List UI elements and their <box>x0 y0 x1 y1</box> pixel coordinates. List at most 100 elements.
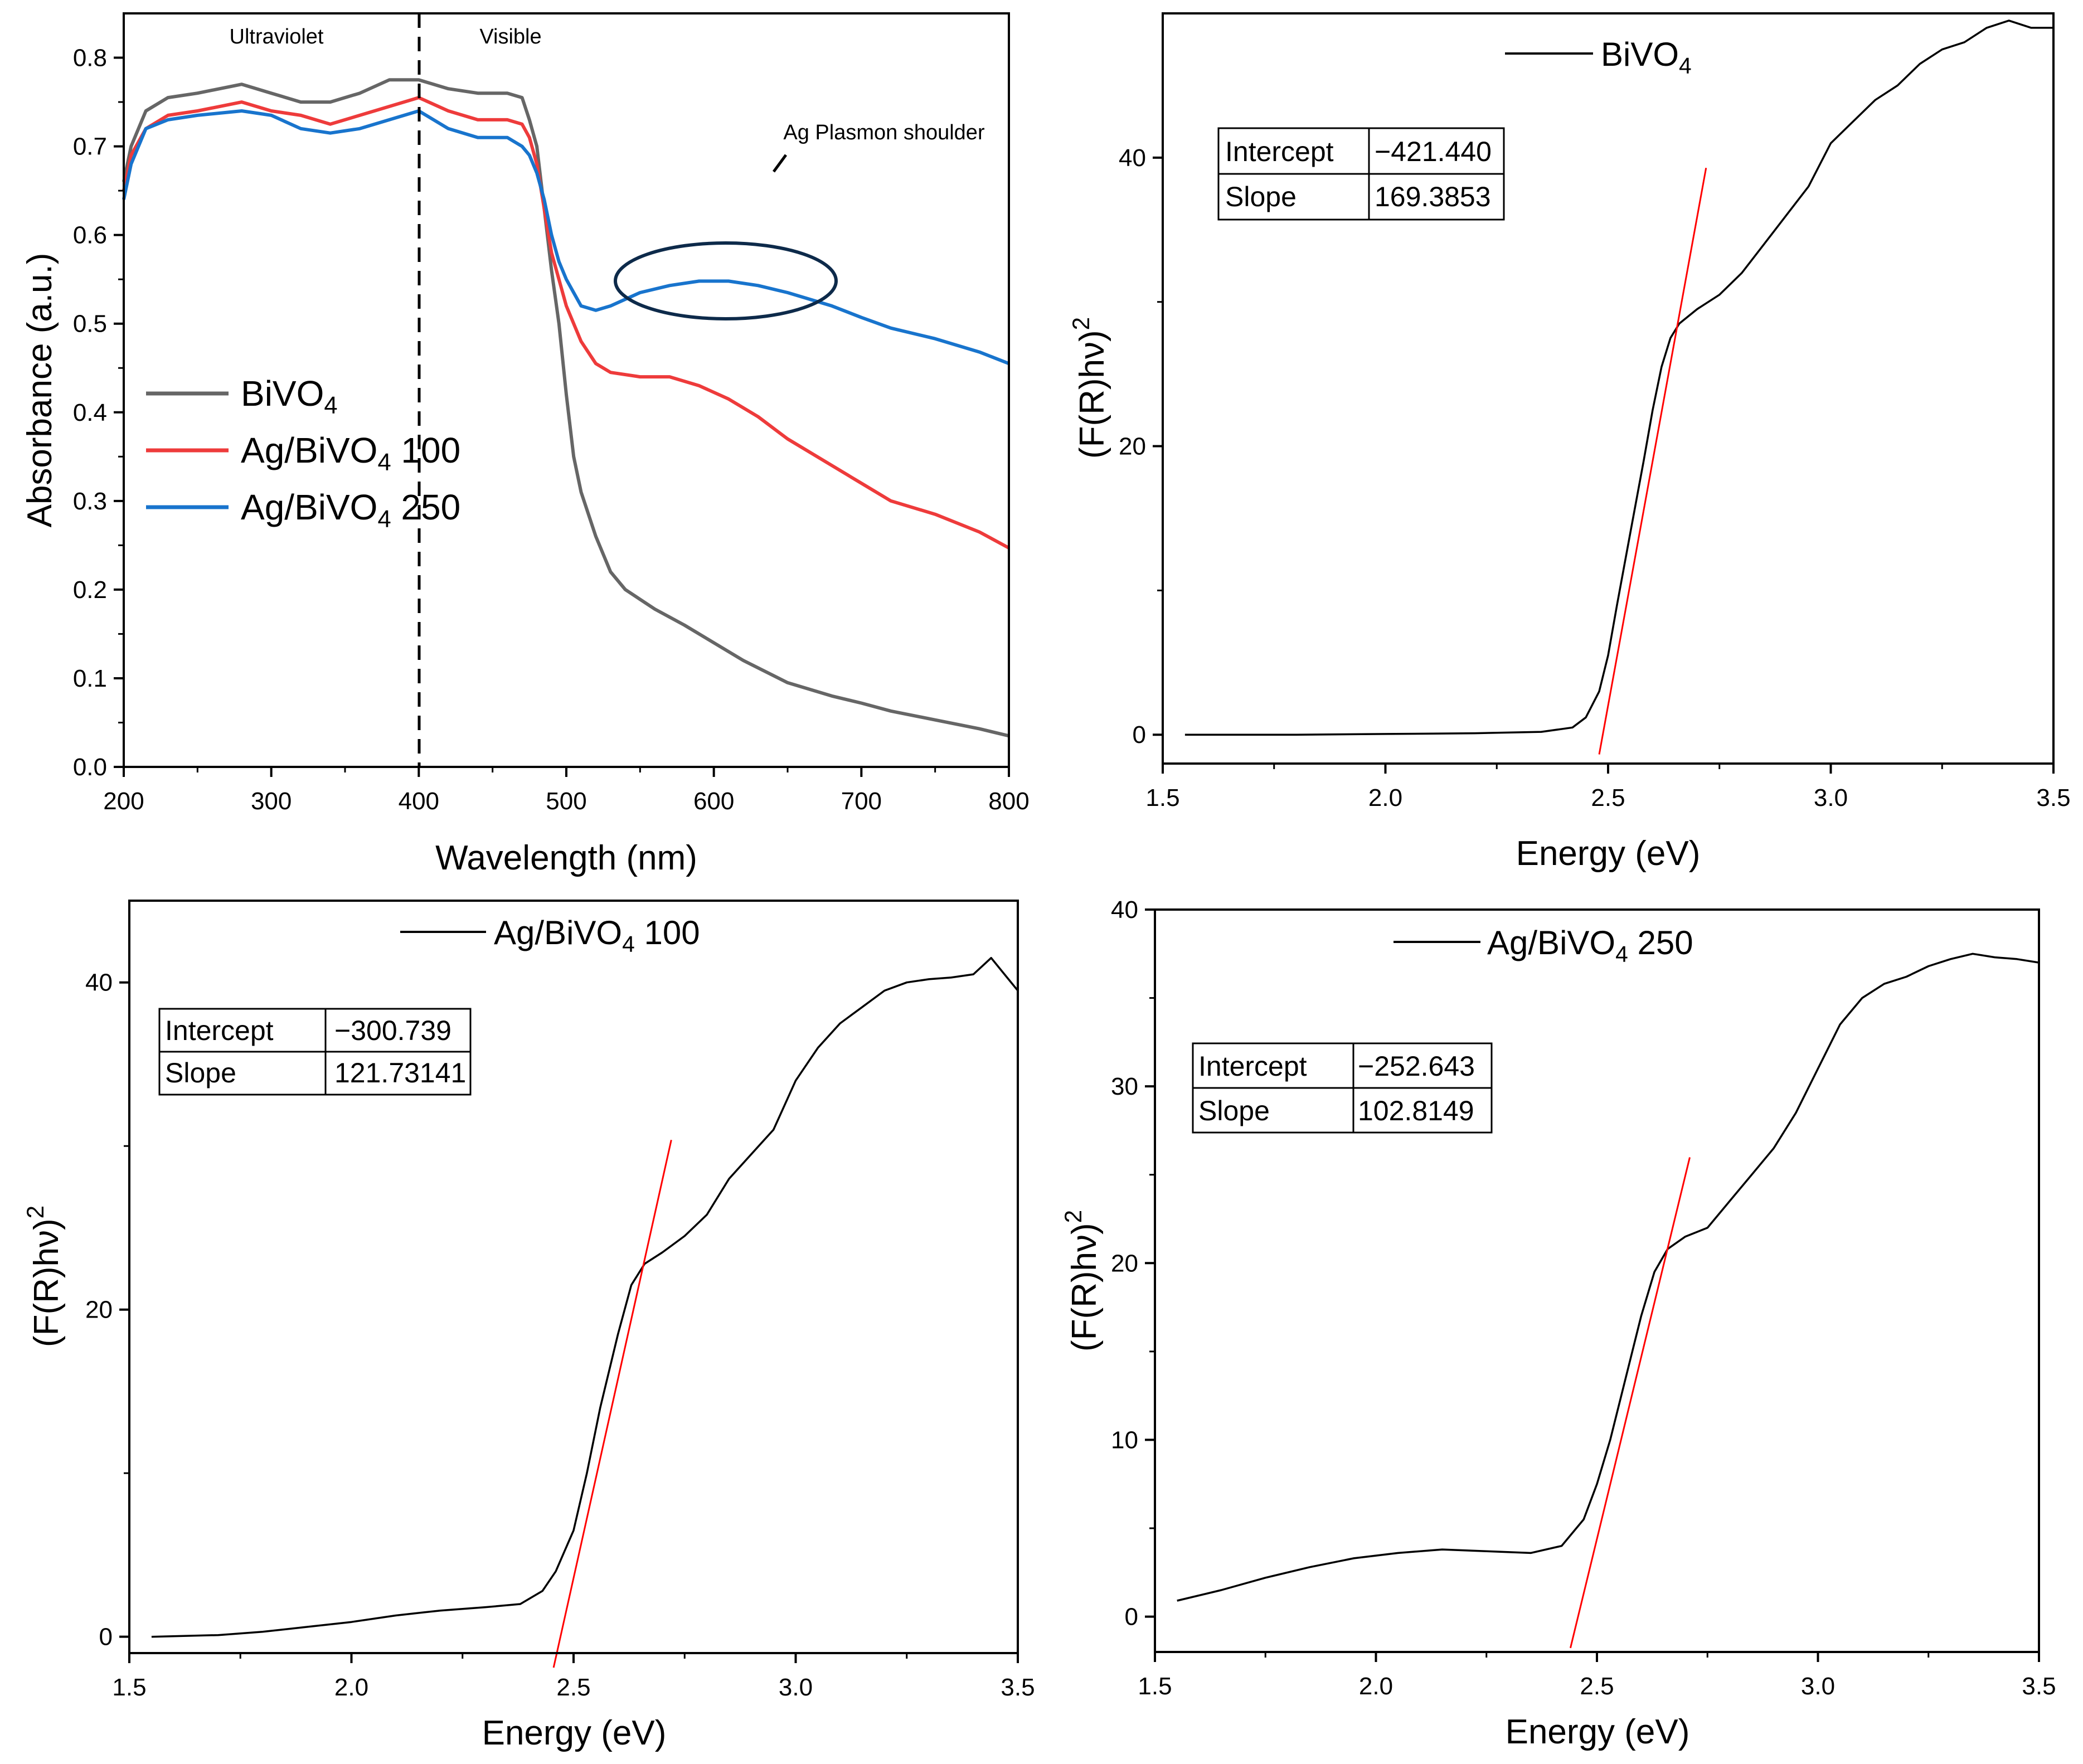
x-tick-label-d-1: 2.0 <box>1359 1673 1393 1700</box>
y-tick-label-a-2: 0.2 <box>73 576 107 604</box>
x-tick-label-d-2: 2.5 <box>1580 1673 1614 1700</box>
x-axis-label-d: Energy (eV) <box>1506 1713 1690 1751</box>
linear-fit-line-b <box>1598 168 1707 755</box>
y-axis-label-a: Absorbance (a.u.) <box>21 253 59 528</box>
legend-label-c: Ag/BiVO4 100 <box>494 914 700 957</box>
linear-fit-line-c <box>552 1140 672 1668</box>
x-tick-label-c-2: 2.5 <box>556 1674 590 1701</box>
legend-label-b: BiVO4 <box>1601 36 1692 79</box>
x-tick-label-c-3: 3.0 <box>779 1674 813 1701</box>
table-c-slope-label: Slope <box>165 1057 236 1088</box>
table-c-slope-value: 121.73141 <box>334 1057 466 1088</box>
y-tick-label-a-3: 0.3 <box>73 488 107 515</box>
table-b-intercept-value: −421.440 <box>1375 136 1492 167</box>
panel-tauc-ag-bivo4-250: 1.5 2.0 2.5 3.0 3.5 0 10 20 30 40 Ag/BiVO4 250 In… <box>1060 896 2056 1751</box>
x-tick-label-b-1: 2.0 <box>1368 784 1402 811</box>
y-axis-label-d: (F(R)hν)2 <box>1060 1210 1104 1352</box>
x-tick-label-a-5: 700 <box>841 788 882 815</box>
table-d-slope-label: Slope <box>1198 1095 1270 1126</box>
y-tick-label-d-0: 0 <box>1125 1603 1138 1631</box>
tauc-curve-d <box>1177 953 2040 1649</box>
annotation-ag-plasmon-shoulder: Ag Plasmon shoulder <box>783 121 985 144</box>
x-tick-label-a-1: 300 <box>251 788 292 815</box>
y-axis-label-c: (F(R)hν)2 <box>22 1206 66 1347</box>
legend-label-ag-bivo4-250: Ag/BiVO4 250 <box>241 487 460 533</box>
x-tick-label-b-0: 1.5 <box>1145 784 1179 811</box>
table-b-intercept-label: Intercept <box>1225 136 1334 167</box>
x-tick-label-a-3: 500 <box>546 788 586 815</box>
table-b-slope-value: 169.3853 <box>1375 181 1491 212</box>
region-label-ultraviolet: Ultraviolet <box>230 25 324 48</box>
legend-a: BiVO4 Ag/BiVO4 100 Ag/BiVO4 250 <box>146 373 460 533</box>
y-tick-label-d-2: 20 <box>1111 1250 1138 1277</box>
y-tick-label-b-2: 40 <box>1119 144 1146 172</box>
y-tick-label-c-2: 40 <box>85 969 113 997</box>
x-tick-label-a-4: 600 <box>693 788 734 815</box>
panel-absorbance-spectra: 200 300 400 500 600 700 800 0.0 0.1 0.2 0.3 0.4 0.5 0… <box>21 12 1030 877</box>
fit-table-b: Intercept −421.440 Slope 169.3853 <box>1217 127 1505 221</box>
y-tick-label-d-4: 40 <box>1111 896 1138 924</box>
table-d-slope-value: 102.8149 <box>1358 1095 1474 1126</box>
x-tick-label-c-1: 2.0 <box>334 1674 368 1701</box>
x-tick-label-b-3: 3.0 <box>1814 784 1848 811</box>
y-tick-label-a-4: 0.4 <box>73 399 107 426</box>
legend-b: BiVO4 <box>1505 36 1692 79</box>
y-tick-label-b-1: 20 <box>1119 433 1146 460</box>
y-tick-label-d-3: 30 <box>1111 1073 1138 1100</box>
table-d-intercept-label: Intercept <box>1198 1051 1307 1082</box>
x-axis-label-a: Wavelength (nm) <box>435 839 697 877</box>
x-tick-label-d-4: 3.5 <box>2022 1673 2056 1700</box>
y-tick-label-b-0: 0 <box>1133 721 1146 749</box>
x-tick-label-b-4: 3.5 <box>2036 784 2070 811</box>
region-label-visible: Visible <box>479 25 541 48</box>
axis-ticks-a: 200 300 400 500 600 700 800 0.0 0.1 0.2 0.3 0.4 0.5 0… <box>73 45 1030 815</box>
axis-ticks-b: 1.5 2.0 2.5 3.0 3.5 0 20 40 <box>1119 144 2071 811</box>
plasmon-shoulder-ellipse <box>614 241 838 320</box>
legend-d: Ag/BiVO4 250 <box>1393 924 1693 967</box>
y-tick-label-a-8: 0.8 <box>73 45 107 72</box>
x-tick-label-a-0: 200 <box>103 788 144 815</box>
annotation-pointer <box>772 154 788 173</box>
x-tick-label-b-2: 2.5 <box>1591 784 1625 811</box>
table-b-slope-label: Slope <box>1225 181 1297 212</box>
tauc-curve-c <box>151 956 1019 1668</box>
linear-fit-line-d <box>1569 1157 1691 1649</box>
y-tick-label-a-1: 0.1 <box>73 665 107 692</box>
series-line-c-0 <box>151 956 1019 1638</box>
x-tick-label-c-0: 1.5 <box>112 1674 146 1701</box>
series-line-a-2 <box>122 109 1010 366</box>
y-tick-label-c-1: 20 <box>85 1296 113 1324</box>
legend-label-ag-bivo4-100: Ag/BiVO4 100 <box>241 430 460 476</box>
y-tick-label-a-5: 0.5 <box>73 310 107 338</box>
panel-tauc-ag-bivo4-100: 1.5 2.0 2.5 3.0 3.5 0 20 40 Ag/BiVO4 100 Interc… <box>22 900 1035 1752</box>
legend-c: Ag/BiVO4 100 <box>400 914 700 957</box>
table-c-intercept-label: Intercept <box>165 1015 274 1046</box>
x-axis-label-c: Energy (eV) <box>482 1714 667 1752</box>
x-tick-label-a-6: 800 <box>988 788 1029 815</box>
y-tick-label-a-0: 0.0 <box>73 754 107 781</box>
x-tick-label-d-0: 1.5 <box>1138 1673 1172 1700</box>
legend-label-d: Ag/BiVO4 250 <box>1487 924 1693 967</box>
fit-table-c: Intercept −300.739 Slope 121.73141 <box>158 1008 472 1096</box>
legend-label-bivo4: BiVO4 <box>241 373 338 419</box>
table-d-intercept-value: −252.643 <box>1358 1051 1475 1082</box>
series-line-d-0 <box>1177 953 2040 1602</box>
axis-ticks-c: 1.5 2.0 2.5 3.0 3.5 0 20 40 <box>85 969 1035 1701</box>
y-tick-label-c-0: 0 <box>99 1624 113 1651</box>
panel-tauc-bivo4: 1.5 2.0 2.5 3.0 3.5 0 20 40 BiVO4 Intercept −42… <box>1068 12 2071 873</box>
x-tick-label-d-3: 3.0 <box>1801 1673 1835 1700</box>
y-tick-label-d-1: 10 <box>1111 1426 1138 1454</box>
tauc-curve-b <box>1184 20 2053 755</box>
absorbance-series-lines <box>122 78 1010 738</box>
x-axis-label-b: Energy (eV) <box>1516 834 1701 873</box>
series-line-b-0 <box>1184 20 2053 736</box>
y-tick-label-a-6: 0.6 <box>73 222 107 249</box>
axis-ticks-d: 1.5 2.0 2.5 3.0 3.5 0 10 20 30 40 <box>1111 896 2056 1700</box>
y-axis-label-b: (F(R)hν)2 <box>1068 317 1111 459</box>
table-c-intercept-value: −300.739 <box>334 1015 451 1046</box>
y-tick-label-a-7: 0.7 <box>73 133 107 161</box>
fit-table-d: Intercept −252.643 Slope 102.8149 <box>1192 1042 1493 1134</box>
x-tick-label-c-4: 3.5 <box>1001 1674 1035 1701</box>
x-tick-label-a-2: 400 <box>399 788 439 815</box>
